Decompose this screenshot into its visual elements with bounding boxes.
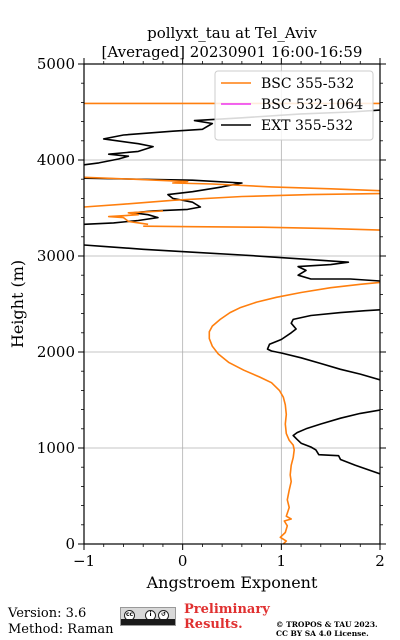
y-tick-label: 0 [65,535,75,553]
badge-strip [121,619,175,625]
series-line-9 [84,192,380,208]
preliminary-line2: Results. [184,617,243,632]
series-line-7 [143,225,380,231]
legend-label: BSC 532-1064 [261,97,363,113]
preliminary-notice: Preliminary Results. [184,602,274,632]
version-text: Version: 3.6 [8,606,87,621]
series-line-8 [107,210,163,226]
copyright-notice: © TROPOS & TAU 2023. CC BY SA 4.0 Licens… [276,620,400,638]
series-line-2 [292,409,380,475]
x-tick-label: 1 [277,552,287,570]
legend-label: BSC 355-532 [261,76,354,92]
series-line-10 [84,176,380,192]
y-tick-label: 3000 [37,247,75,265]
x-tick-label: −1 [73,552,95,570]
y-tick-label: 4000 [37,151,75,169]
chart-title-line2: [Averaged] 20230901 16:00-16:59 [102,43,363,61]
method-text: Method: Raman [8,622,114,637]
y-axis-label: Height (m) [8,260,27,348]
cc-license-badge: cc i ↺ [120,607,176,626]
copyright-line1: © TROPOS & TAU 2023. [276,620,378,629]
plot-frame [83,63,381,545]
series-line-4 [84,244,380,282]
y-tick-label: 5000 [37,55,75,73]
x-tick-label: 2 [375,552,385,570]
chart-title-line1: pollyxt_tau at Tel_Aviv [147,24,317,42]
x-tick-label: 0 [178,552,188,570]
y-tick-label: 2000 [37,343,75,361]
y-tick-label: 1000 [37,439,75,457]
x-axis-label: Angstroem Exponent [146,573,318,592]
legend-label: EXT 355-532 [261,118,353,134]
copyright-line2: CC BY SA 4.0 License. [276,629,369,638]
legend-box [214,70,374,141]
series-lines [84,102,380,544]
legend: BSC 355-532 BSC 532-1064 EXT 355-532 [214,70,374,141]
series-line-0 [208,281,380,544]
series-line-3 [266,309,380,381]
preliminary-line1: Preliminary [184,602,270,617]
